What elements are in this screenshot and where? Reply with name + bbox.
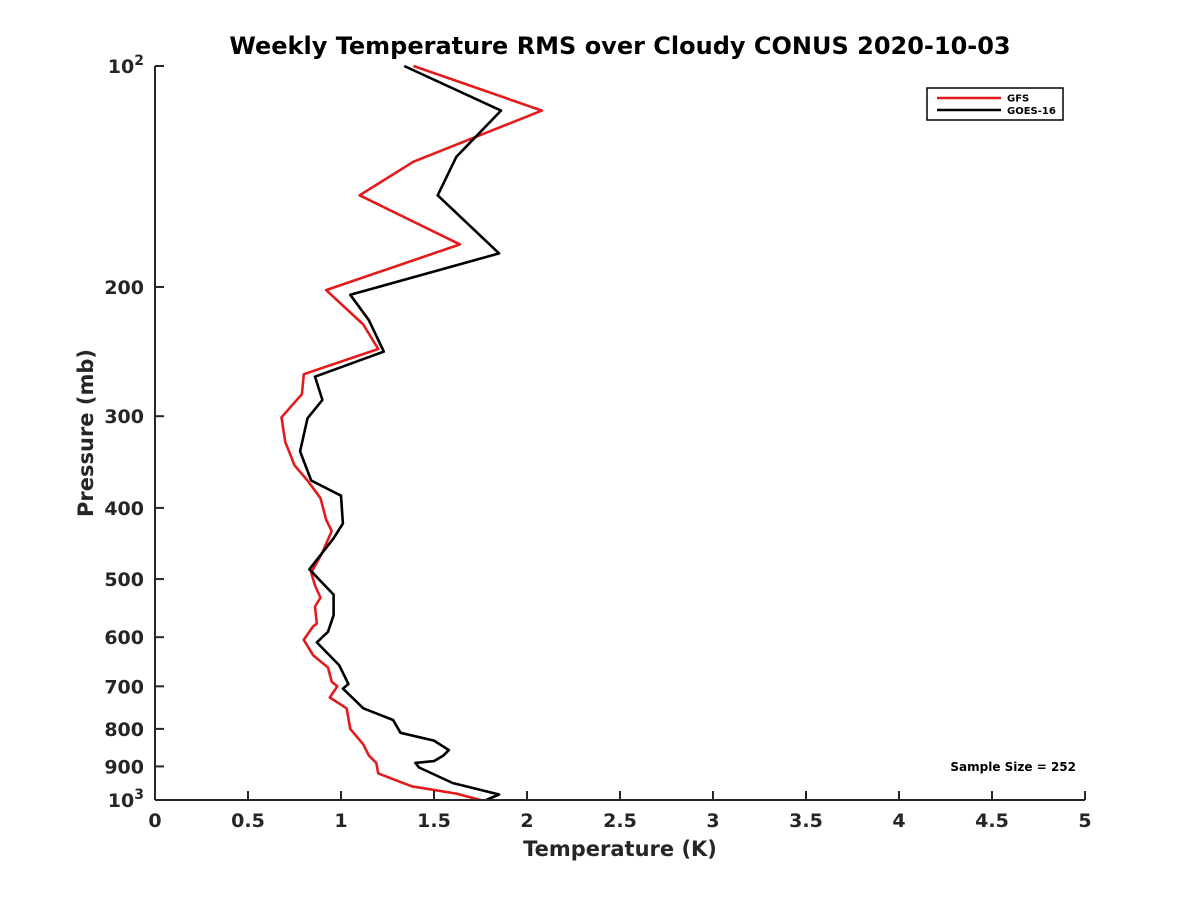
legend-box — [926, 87, 1064, 121]
x-tick-label: 2 — [520, 810, 533, 832]
x-axis-label: Temperature (K) — [523, 837, 717, 861]
series-line-gfs — [280, 64, 544, 802]
y-tick-label: 800 — [104, 719, 144, 741]
y-tick-label: 102 — [108, 53, 144, 78]
x-tick-label: 3 — [706, 810, 719, 832]
x-tick-label: 2.5 — [603, 810, 637, 832]
x-tick-label: 1.5 — [417, 810, 451, 832]
y-tick-label: 400 — [104, 498, 144, 520]
x-tick-label: 5 — [1078, 810, 1091, 832]
legend-label-goes-16: GOES-16 — [1007, 106, 1056, 117]
x-tick-label: 0.5 — [231, 810, 265, 832]
y-tick-label: 300 — [104, 406, 144, 428]
y-axis-label: Pressure (mb) — [74, 349, 98, 517]
y-tick-label: 103 — [108, 787, 144, 812]
y-tick-label: 200 — [104, 277, 144, 299]
x-tick-label: 0 — [148, 810, 161, 832]
sample-size-annotation: Sample Size = 252 — [950, 760, 1076, 774]
y-ticks: 102 200 300 400 500 600 700 800 900 103 — [104, 53, 164, 812]
x-tick-label: 4 — [892, 810, 905, 832]
x-tick-label: 1 — [334, 810, 347, 832]
x-tick-label: 4.5 — [975, 810, 1009, 832]
y-tick-label: 900 — [104, 756, 144, 778]
y-tick-label: 600 — [104, 627, 144, 649]
x-ticks: 0 0.5 1 1.5 2 2.5 3 3.5 4 4.5 5 — [148, 791, 1092, 832]
y-tick-label: 500 — [104, 569, 144, 591]
series-line-goes-16 — [298, 64, 503, 802]
y-tick-label: 700 — [104, 676, 144, 698]
legend-label-gfs: GFS — [1007, 94, 1029, 105]
chart-title: Weekly Temperature RMS over Cloudy CONUS… — [229, 32, 1010, 60]
series-layer — [280, 64, 544, 802]
legend: GFS GOES-16 — [926, 87, 1064, 121]
x-tick-label: 3.5 — [789, 810, 823, 832]
